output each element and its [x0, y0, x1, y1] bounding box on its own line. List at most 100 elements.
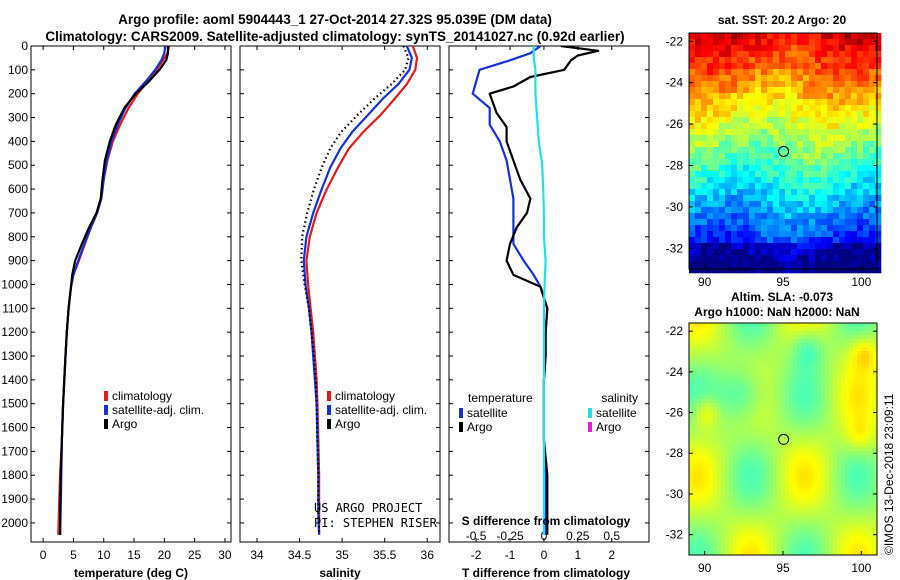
map-cell — [705, 383, 710, 388]
map-cell — [757, 367, 762, 372]
map-cell — [851, 69, 858, 76]
map-cell — [865, 523, 870, 528]
map-cell — [805, 463, 810, 468]
map-cell — [767, 135, 774, 142]
map-cell — [785, 331, 790, 336]
map-cell — [849, 383, 854, 388]
map-cell — [689, 355, 694, 360]
map-cell — [849, 483, 854, 488]
map-cell — [689, 135, 696, 142]
map-cell — [779, 225, 786, 232]
map-cell — [693, 543, 698, 548]
map-cell — [839, 147, 846, 154]
map-cell — [725, 455, 730, 460]
map-cell — [841, 459, 846, 464]
map-cell — [869, 69, 876, 76]
map-cell — [719, 105, 726, 112]
map-cell — [705, 515, 710, 520]
map-cell — [801, 495, 806, 500]
map-cell — [785, 347, 790, 352]
map-cell — [853, 359, 858, 364]
map-cell — [873, 383, 878, 388]
map-cell — [785, 51, 792, 58]
map-cell — [845, 99, 852, 106]
map-cell — [821, 99, 828, 106]
map-cell — [789, 343, 794, 348]
map-cell — [743, 195, 750, 202]
map-cell — [709, 551, 714, 556]
map-cell — [713, 411, 718, 416]
map-cell — [873, 375, 878, 380]
map-cell — [689, 359, 694, 364]
map-cell — [869, 487, 874, 492]
map-cell — [705, 551, 710, 556]
map-cell — [733, 459, 738, 464]
map-cell — [769, 491, 774, 496]
map-cell — [769, 371, 774, 376]
map-cell — [713, 399, 718, 404]
map-cell — [749, 105, 756, 112]
map-cell — [781, 483, 786, 488]
map-cell — [757, 463, 762, 468]
map-cell — [741, 519, 746, 524]
map-cell — [781, 439, 786, 444]
map-cell — [729, 487, 734, 492]
map-cell — [721, 491, 726, 496]
map-cell — [781, 351, 786, 356]
map-cell — [797, 327, 802, 332]
map-cell — [717, 455, 722, 460]
map-cell — [693, 487, 698, 492]
map-cell — [725, 267, 732, 274]
map-cell — [701, 415, 706, 420]
map-cell — [713, 111, 720, 118]
map-cell — [749, 387, 754, 392]
map-cell — [801, 379, 806, 384]
map-cell — [849, 439, 854, 444]
map-cell — [863, 267, 870, 274]
map-cell — [713, 455, 718, 460]
map-cell — [755, 141, 762, 148]
map-cell — [853, 479, 858, 484]
map-cell — [709, 495, 714, 500]
map-cell — [743, 183, 750, 190]
map-cell — [701, 547, 706, 552]
map-cell — [731, 63, 738, 70]
map-cell — [705, 355, 710, 360]
map-cell — [733, 467, 738, 472]
map-cell — [853, 383, 858, 388]
map-cell — [801, 375, 806, 380]
map-cell — [849, 415, 854, 420]
map-cell — [697, 451, 702, 456]
map-cell — [873, 463, 878, 468]
map-cell — [785, 367, 790, 372]
map-cell — [827, 117, 834, 124]
map-cell — [839, 219, 846, 226]
map-cell — [697, 479, 702, 484]
map-cell — [719, 117, 726, 124]
map-cell — [817, 335, 822, 340]
map-cell — [825, 323, 830, 328]
map-cell — [737, 391, 742, 396]
map-cell — [689, 63, 696, 70]
map-cell — [749, 483, 754, 488]
map-cell — [773, 519, 778, 524]
map-cell — [813, 415, 818, 420]
map-cell — [793, 391, 798, 396]
map-cell — [797, 231, 804, 238]
map-cell — [737, 499, 742, 504]
map-cell — [765, 463, 770, 468]
map-cell — [689, 383, 694, 388]
map-cell — [701, 487, 706, 492]
map-cell — [731, 135, 738, 142]
map-cell — [857, 471, 862, 476]
map-cell — [689, 189, 696, 196]
map-cell — [837, 335, 842, 340]
map-cell — [793, 371, 798, 376]
map-cell — [857, 475, 862, 480]
map-cell — [753, 491, 758, 496]
map-cell — [761, 261, 768, 268]
map-cell — [797, 201, 804, 208]
map-cell — [743, 105, 750, 112]
map-cell — [853, 399, 858, 404]
map-cell — [743, 93, 750, 100]
